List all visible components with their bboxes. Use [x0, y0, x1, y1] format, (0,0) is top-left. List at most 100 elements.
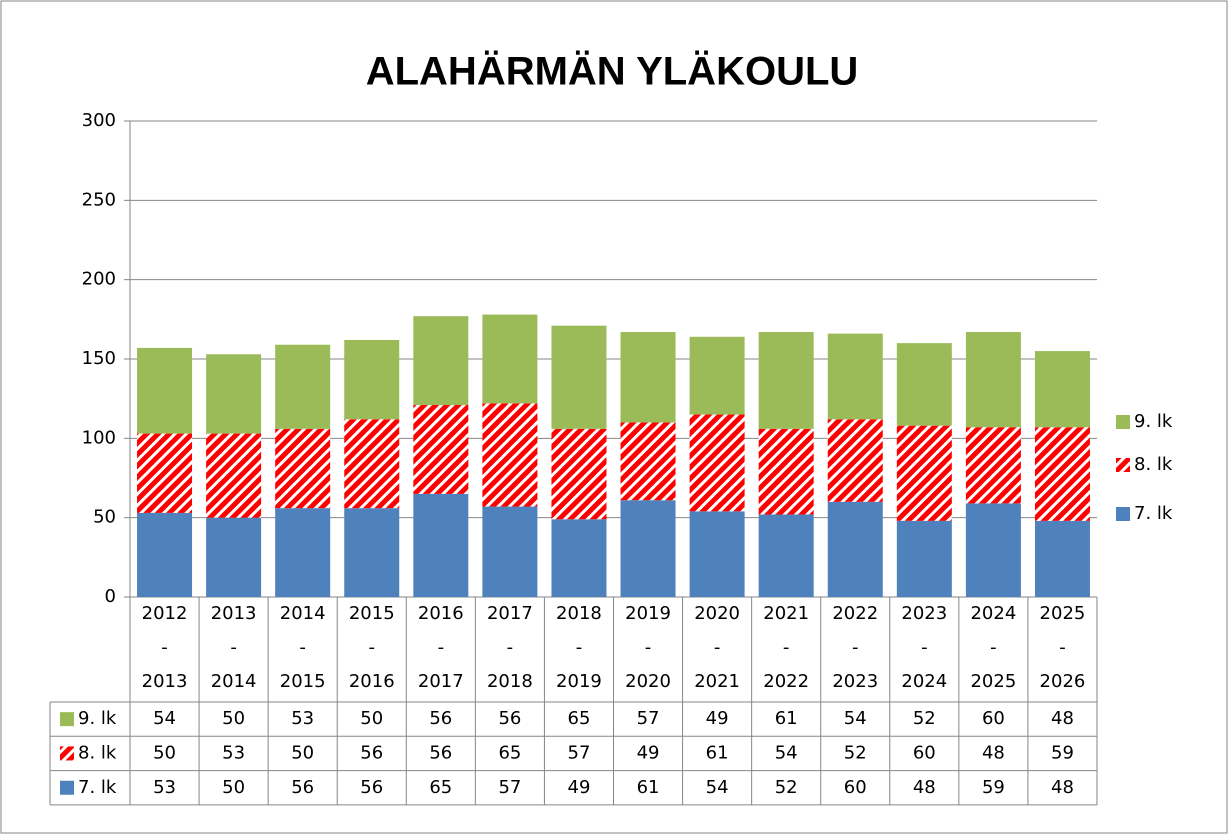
chart-title: ALAHÄRMÄN YLÄKOULU [366, 50, 859, 94]
category-label: 2025 -2026 [1040, 603, 1086, 692]
legend-swatch [1116, 415, 1130, 429]
bar-segment [896, 520, 952, 597]
category-label: 2020 -2021 [694, 603, 740, 692]
table-value: 54 [706, 777, 729, 798]
table-value: 57 [568, 742, 591, 763]
table-value: 49 [637, 742, 660, 763]
bar-segment [551, 519, 607, 597]
table-value: 50 [291, 742, 314, 763]
category-label: 2021 -2022 [763, 603, 809, 692]
bar-segment [344, 419, 400, 509]
bar-segment [413, 316, 469, 406]
table-value: 61 [706, 742, 729, 763]
category-label: 2015 -2016 [349, 603, 395, 692]
bar-segment [137, 347, 193, 434]
legend-label: 7. lk [1134, 503, 1173, 524]
category-label: 2012 -2013 [142, 603, 188, 692]
table-legend-swatch [60, 780, 74, 795]
category-label: 2022 -2023 [832, 603, 878, 692]
bar-segment [827, 419, 883, 502]
bar-segment [137, 433, 193, 513]
y-tick-label: 300 [82, 110, 116, 131]
bar-segment [482, 506, 538, 597]
table-value: 65 [429, 777, 452, 798]
bar-segment [758, 428, 814, 515]
category-label: 2024 -2025 [970, 603, 1016, 692]
bar-segment [620, 500, 676, 597]
y-tick-label: 200 [82, 269, 116, 290]
table-value: 56 [291, 777, 314, 798]
bar-segment [758, 332, 814, 429]
bar-segment [551, 325, 607, 429]
table-value: 54 [775, 742, 798, 763]
table-value: 61 [775, 708, 798, 729]
bar-segment [896, 425, 952, 521]
table-row-label: 8. lk [78, 742, 117, 763]
table-value: 56 [360, 742, 383, 763]
table-value: 48 [1051, 708, 1074, 729]
table-value: 59 [1051, 742, 1074, 763]
bar-segment [137, 512, 193, 597]
bar-segment [689, 414, 745, 512]
bar-segment [482, 403, 538, 507]
table-value: 48 [913, 777, 936, 798]
table-value: 61 [637, 777, 660, 798]
table-row-label: 7. lk [78, 777, 117, 798]
table-value: 65 [568, 708, 591, 729]
bar-segment [1034, 520, 1090, 597]
bar-segment [206, 517, 262, 597]
table-value: 50 [222, 708, 245, 729]
legend-swatch [1116, 458, 1130, 472]
table-value: 56 [429, 742, 452, 763]
table-value: 60 [913, 742, 936, 763]
y-tick-label: 100 [82, 427, 116, 448]
table-value: 54 [844, 708, 867, 729]
table-value: 54 [153, 708, 176, 729]
table-value: 60 [844, 777, 867, 798]
table-row-label: 9. lk [78, 708, 117, 729]
category-label: 2014 -2015 [280, 603, 326, 692]
category-label: 2013 -2014 [211, 603, 257, 692]
category-label: 2017 -2018 [487, 603, 533, 692]
category-label: 2016 -2017 [418, 603, 464, 692]
table-legend-swatch [60, 746, 74, 761]
table-value: 52 [913, 708, 936, 729]
bar-segment [896, 343, 952, 426]
category-label: 2018 -2019 [556, 603, 602, 692]
bar-segment [689, 336, 745, 415]
bar-segment [1034, 351, 1090, 428]
category-label: 2019 -2020 [625, 603, 671, 692]
y-tick-label: 250 [82, 189, 116, 210]
legend-label: 8. lk [1134, 454, 1173, 475]
table-value: 56 [360, 777, 383, 798]
bar-segment [344, 508, 400, 597]
bar-segment [275, 344, 331, 429]
table-value: 57 [498, 777, 521, 798]
bar-segment [689, 511, 745, 597]
table-value: 48 [982, 742, 1005, 763]
bar-segment [965, 503, 1021, 597]
bar-segment [413, 493, 469, 597]
table-value: 52 [844, 742, 867, 763]
table-value: 49 [706, 708, 729, 729]
bar-segment [758, 514, 814, 597]
bar-segment [206, 433, 262, 518]
table-value: 53 [222, 742, 245, 763]
table-value: 48 [1051, 777, 1074, 798]
bar-segment [413, 405, 469, 494]
legend-swatch [1116, 507, 1130, 521]
bar-segment [206, 354, 262, 434]
table-value: 50 [153, 742, 176, 763]
table-value: 50 [360, 708, 383, 729]
table-value: 57 [637, 708, 660, 729]
table-value: 56 [429, 708, 452, 729]
table-value: 59 [982, 777, 1005, 798]
table-value: 53 [291, 708, 314, 729]
bar-segment [551, 428, 607, 520]
table-value: 60 [982, 708, 1005, 729]
table-value: 56 [498, 708, 521, 729]
y-tick-label: 50 [93, 507, 116, 528]
table-value: 50 [222, 777, 245, 798]
bar-segment [965, 332, 1021, 428]
